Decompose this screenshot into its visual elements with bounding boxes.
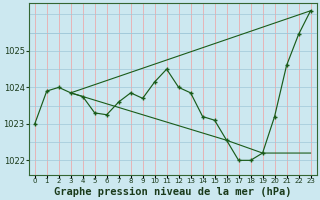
X-axis label: Graphe pression niveau de la mer (hPa): Graphe pression niveau de la mer (hPa)	[54, 186, 292, 197]
